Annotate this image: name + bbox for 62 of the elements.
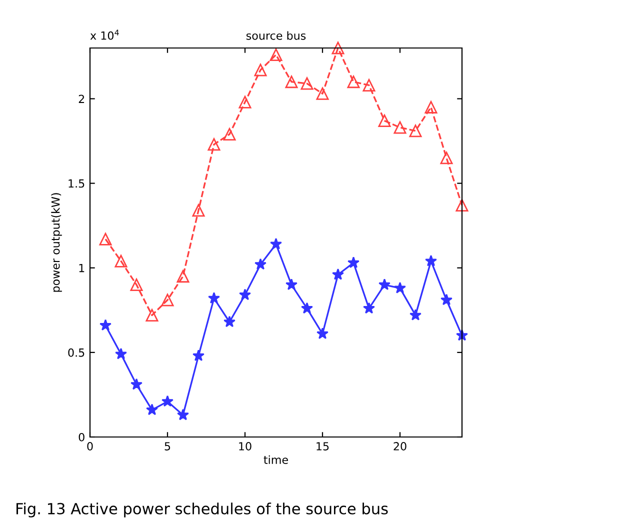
- point: [176, 270, 190, 283]
- point: [270, 48, 282, 62]
- point: [130, 278, 143, 292]
- x-tick-label: 20: [394, 442, 406, 450]
- point: [224, 316, 236, 328]
- point: [146, 308, 158, 322]
- point: [162, 395, 174, 407]
- point: [192, 350, 204, 362]
- point: [362, 78, 376, 92]
- point: [378, 114, 391, 127]
- point: [192, 204, 205, 217]
- point: [425, 254, 437, 266]
- point: [424, 100, 438, 114]
- y-tick-label: 1: [79, 264, 84, 272]
- point: [99, 232, 112, 246]
- point: [440, 152, 453, 164]
- point: [161, 294, 174, 306]
- point: [378, 278, 390, 290]
- point: [115, 348, 127, 360]
- point: [208, 138, 220, 151]
- caption: Fig. 13 Active power schedules of the source bus: [16, 502, 388, 518]
- point: [177, 408, 189, 420]
- point: [286, 278, 298, 290]
- point: [223, 128, 236, 141]
- point: [254, 258, 266, 270]
- y-tick-label: 1.5: [68, 179, 84, 188]
- x-axis-title: time: [264, 455, 288, 464]
- point: [100, 319, 112, 331]
- point: [332, 42, 344, 54]
- x-tick-label: 5: [164, 442, 170, 450]
- x-tick-label: 15: [316, 442, 329, 450]
- point: [114, 254, 128, 268]
- point: [301, 302, 313, 314]
- x-tick-label: 10: [239, 442, 252, 450]
- point: [316, 87, 329, 100]
- point: [409, 124, 422, 138]
- point: [300, 77, 314, 90]
- point: [394, 121, 406, 134]
- y-tick-label: 2: [78, 94, 84, 103]
- point: [394, 282, 406, 294]
- point: [238, 96, 252, 108]
- point: [440, 294, 452, 306]
- point: [348, 256, 360, 268]
- y-axis-title: power output(kW): [51, 193, 62, 292]
- point: [239, 288, 251, 300]
- x-tick-label: 0: [87, 442, 93, 450]
- point: [208, 292, 220, 304]
- point: [363, 302, 375, 314]
- y-tick-label: 0: [78, 432, 84, 442]
- point: [456, 199, 468, 212]
- text: x 10$^{4}$: [90, 30, 119, 40]
- point: [270, 238, 282, 250]
- point: [285, 76, 298, 88]
- chart-title: source bus: [246, 31, 306, 40]
- point: [332, 268, 344, 280]
- point: [410, 308, 422, 320]
- point: [254, 64, 267, 76]
- y-tick-label: 0.5: [68, 348, 84, 357]
- point: [316, 328, 328, 340]
- point: [347, 76, 360, 88]
- point: [130, 378, 142, 390]
- point: [146, 404, 158, 416]
